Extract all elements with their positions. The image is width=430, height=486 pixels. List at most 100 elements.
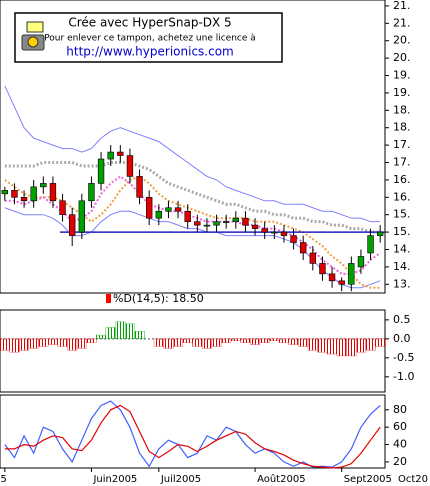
y-tick-label: 13. (393, 277, 411, 290)
histogram-bar (19, 338, 30, 351)
histogram-bar (346, 338, 357, 357)
candle-body (319, 263, 326, 275)
y-tick-label: 17. (393, 156, 411, 169)
y-tick-label: 14. (393, 243, 411, 256)
candle-body (367, 235, 374, 254)
x-tick-label: Sept2005 (344, 474, 392, 485)
candle-body (213, 221, 220, 226)
histogram-bar (375, 338, 386, 347)
series-line (4, 175, 381, 289)
histogram-bar (250, 338, 261, 345)
x-tick-label: Août2005 (257, 473, 306, 485)
series-line (4, 404, 381, 469)
candle-body (1, 190, 9, 195)
candle-body (155, 210, 163, 219)
histogram-bar (278, 338, 289, 343)
x-tick-label: Oct20 (398, 474, 428, 485)
histogram-bar (201, 338, 212, 349)
histogram-bar (76, 338, 87, 349)
candle-body (165, 207, 172, 212)
candle-body (357, 256, 365, 268)
y-tick-label: 14. (393, 260, 411, 273)
y-tick-label: -0.5 (393, 351, 414, 364)
candle-body (309, 252, 316, 264)
candle-body (194, 221, 201, 226)
candle-body (251, 224, 259, 229)
candle-body (97, 158, 105, 184)
y-tick-label: 19. (393, 69, 411, 82)
candle-body (146, 197, 153, 219)
camera-flash (26, 21, 44, 33)
series-line (4, 85, 381, 223)
candle-body (328, 273, 336, 282)
histogram-bar (307, 338, 318, 351)
histogram-bar (0, 338, 10, 351)
panel-frame (0, 394, 386, 469)
histogram-bar (211, 338, 222, 347)
histogram-bar (47, 338, 58, 345)
histogram-bar (9, 338, 20, 353)
watermark: Crée avec HyperSnap-DX 5 Pour enlever ce… (14, 12, 283, 63)
histogram-bar (38, 338, 49, 347)
candle-body (299, 242, 307, 254)
candle-body (280, 231, 288, 236)
y-tick-label: 17. (393, 138, 411, 151)
candle-body (203, 224, 211, 227)
histogram-bar (365, 338, 376, 351)
candle-body (78, 200, 86, 233)
histogram-bar (67, 338, 78, 351)
y-tick-label: 20. (393, 51, 411, 64)
y-tick-label: 20 (393, 455, 407, 468)
histogram-bar (240, 338, 251, 343)
candle-body (174, 207, 182, 212)
candle-body (20, 197, 28, 202)
histogram-bar (28, 338, 39, 349)
histogram-bar (153, 338, 164, 347)
panel-frame (0, 309, 386, 393)
histogram-bar (182, 338, 193, 343)
y-tick-label: 16. (393, 173, 411, 186)
candle-body (49, 183, 57, 202)
camera-lens (27, 36, 39, 48)
label-swatch (106, 294, 111, 303)
histogram-bar (124, 323, 135, 340)
candle-body (136, 176, 143, 198)
y-tick-label: 16. (393, 190, 411, 203)
watermark-line1: Crée avec HyperSnap-DX 5 (68, 16, 231, 30)
histogram-bar (86, 338, 97, 343)
y-tick-label: 19. (393, 86, 411, 99)
watermark-line2: Pour enlever ce tampon, achetez une lice… (44, 34, 256, 44)
y-tick-label: 21. (393, 16, 411, 29)
candle-body (40, 183, 47, 188)
candle-body (117, 151, 124, 156)
histogram-bar (317, 338, 328, 353)
y-tick-label: 40 (393, 438, 407, 451)
histogram-bar (105, 327, 116, 340)
candle-body (11, 190, 18, 198)
y-tick-label: 21. (393, 0, 411, 12)
candle-body (59, 200, 66, 216)
y-tick-label: 15. (393, 225, 411, 238)
candle-body (290, 235, 297, 243)
candle-body (88, 183, 95, 202)
series-line (4, 207, 381, 289)
histogram-bar (336, 338, 347, 357)
candle-body (338, 280, 345, 285)
y-tick-label: -1.0 (393, 370, 414, 383)
candle-body (30, 186, 37, 202)
histogram-bar (288, 338, 299, 345)
watermark-url: http://www.hyperionics.com (66, 45, 233, 59)
indicator-label: %D(14,5): 18.50 (113, 292, 204, 305)
candle-body (184, 210, 191, 222)
y-tick-label: 20. (393, 34, 411, 47)
x-tick-label: Juil2005 (160, 474, 201, 485)
histogram-bar (221, 338, 232, 343)
y-tick-label: 0.5 (393, 313, 411, 326)
panel-frame (0, 0, 386, 294)
series-line (4, 161, 381, 234)
histogram-bar (96, 334, 107, 340)
candle-body (348, 263, 355, 285)
